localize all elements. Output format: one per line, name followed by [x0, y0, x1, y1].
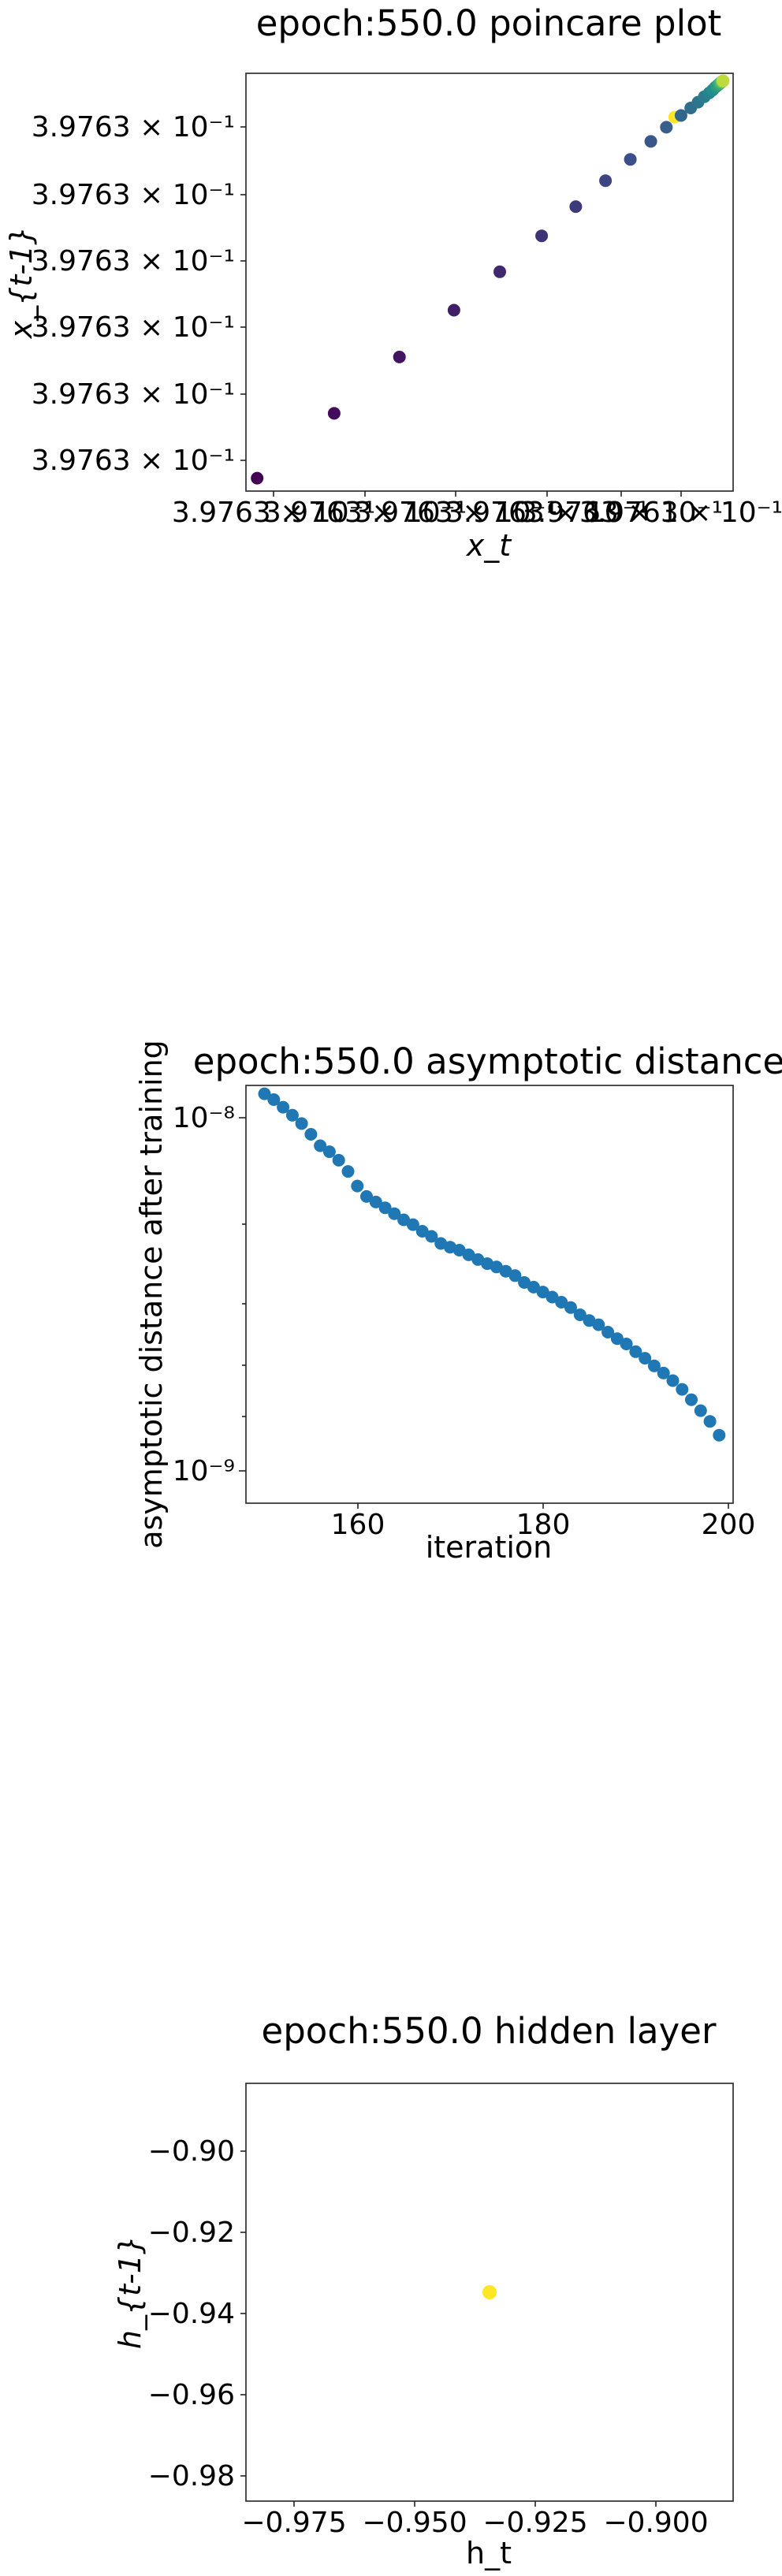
hidden-y-ticks: −0.90 −0.92 −0.94 −0.96 −0.98	[148, 2135, 246, 2492]
hidden-y-axis-label: h_{t-1}	[113, 2235, 147, 2349]
poincare-x-tick-label: 3.9763 × 10⁻¹	[579, 497, 782, 529]
hidden-x-tick-label: −0.950	[362, 2507, 467, 2539]
poincare-y-tick-label: 3.9763 × 10⁻¹	[32, 111, 235, 143]
poincare-y-tick-label: 3.9763 × 10⁻¹	[32, 179, 235, 211]
asymptotic-distance-points	[259, 1088, 726, 1442]
poincare-point	[569, 200, 582, 213]
hidden-y-tick-label: −0.92	[148, 2217, 235, 2249]
poincare-point	[251, 472, 263, 485]
distance-point	[296, 1117, 308, 1130]
poincare-point	[660, 121, 672, 133]
poincare-plot-panel: epoch:550.0 poincare plot 3.9763 × 10⁻¹ …	[4, 2, 782, 563]
poincare-point	[599, 174, 612, 187]
hidden-layer-point	[482, 2285, 497, 2299]
hidden-y-tick-label: −0.90	[148, 2135, 235, 2168]
poincare-y-tick-label: 3.9763 × 10⁻¹	[32, 445, 235, 477]
asymptotic-y-ticks: 10⁻⁸ 10⁻⁹	[173, 1102, 246, 1487]
poincare-point	[448, 304, 460, 317]
hidden-y-tick-label: −0.96	[148, 2379, 235, 2411]
hidden-y-tick-label: −0.98	[148, 2460, 235, 2492]
asymptotic-y-axis-label: asymptotic distance after training	[134, 1040, 169, 1549]
distance-point	[676, 1383, 688, 1396]
distance-point	[304, 1128, 317, 1141]
distance-point	[342, 1165, 355, 1178]
distance-point	[713, 1429, 725, 1442]
poincare-point	[535, 229, 548, 242]
asymptotic-distance-panel: epoch:550.0 asymptotic distance 10⁻⁸ 10⁻…	[134, 1040, 782, 1565]
poincare-y-tick-label: 3.9763 × 10⁻¹	[32, 378, 235, 411]
poincare-x-axis-label: x_t	[466, 528, 512, 563]
hidden-y-tick-label: −0.94	[148, 2298, 235, 2330]
hidden-x-axis-label: h_t	[466, 2536, 512, 2570]
poincare-point	[717, 75, 729, 87]
poincare-y-ticks: 3.9763 × 10⁻¹ 3.9763 × 10⁻¹ 3.9763 × 10⁻…	[32, 111, 246, 477]
distance-point	[685, 1394, 698, 1406]
hidden-layer-title: epoch:550.0 hidden layer	[262, 2010, 717, 2052]
poincare-y-tick-label: 3.9763 × 10⁻¹	[32, 245, 235, 277]
hidden-layer-panel: epoch:550.0 hidden layer −0.90 −0.92 −0.…	[113, 2010, 733, 2570]
distance-point	[351, 1180, 363, 1193]
asymptotic-y-tick-label: 10⁻⁸	[173, 1102, 235, 1134]
poincare-point	[624, 153, 637, 166]
poincare-point	[645, 135, 657, 147]
poincare-plot-frame	[246, 73, 733, 491]
distance-point	[667, 1375, 680, 1387]
poincare-y-tick-label: 3.9763 × 10⁻¹	[32, 311, 235, 344]
hidden-x-tick-label: −0.925	[482, 2507, 587, 2539]
asymptotic-x-axis-label: iteration	[426, 1530, 553, 1565]
poincare-plot-title: epoch:550.0 poincare plot	[256, 2, 722, 44]
hidden-x-ticks: −0.975 −0.950 −0.925 −0.900	[241, 2501, 708, 2539]
hidden-x-tick-label: −0.975	[241, 2507, 346, 2539]
poincare-point	[493, 266, 506, 278]
distance-point	[694, 1405, 707, 1417]
poincare-y-axis-label: x_{t-1}	[4, 226, 39, 340]
asymptotic-distance-title: epoch:550.0 asymptotic distance	[193, 1040, 782, 1082]
distance-point	[323, 1145, 336, 1158]
distance-point	[333, 1154, 345, 1167]
poincare-x-ticks: 3.9763 × 10⁻¹ 3.9763 × 10⁻¹ 3.9763 × 10⁻…	[172, 491, 782, 529]
poincare-point	[393, 351, 406, 363]
poincare-plot-points	[251, 75, 729, 485]
poincare-point	[328, 407, 341, 419]
asymptotic-x-tick-label: 160	[331, 1509, 385, 1541]
distance-point	[704, 1415, 717, 1428]
hidden-x-tick-label: −0.900	[603, 2507, 708, 2539]
asymptotic-y-tick-label: 10⁻⁹	[173, 1455, 235, 1487]
hidden-layer-points	[482, 2285, 497, 2299]
asymptotic-x-tick-label: 200	[702, 1509, 756, 1541]
